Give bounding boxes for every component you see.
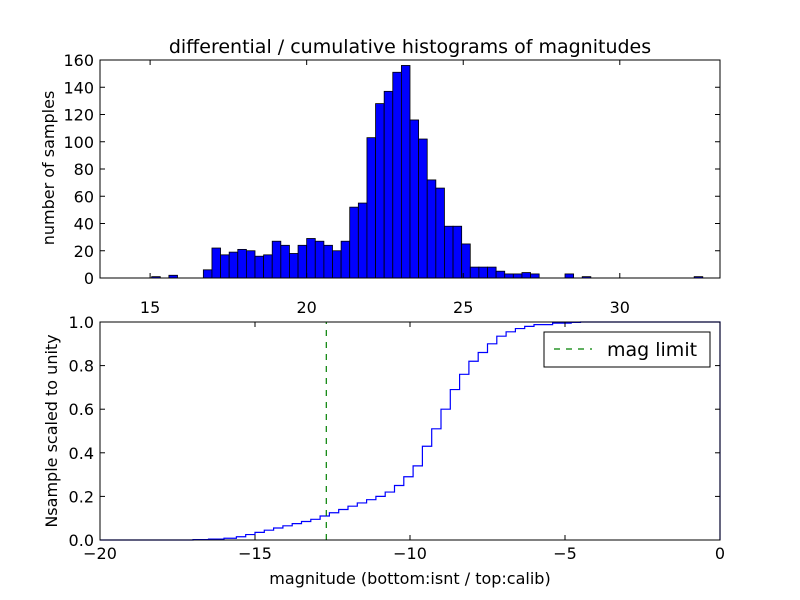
y-tick-label: 0 <box>84 269 94 288</box>
histogram-chart: differential / cumulative histograms of … <box>39 36 721 317</box>
y-tick-label: 40 <box>74 215 94 234</box>
histogram-bar <box>349 206 359 279</box>
bottom-x-ticks: −20 −15 −10 −5 0 <box>83 322 725 563</box>
x-tick-label: −5 <box>553 544 577 563</box>
histogram-bar <box>530 273 540 279</box>
y-tick-label: 0.8 <box>69 357 94 376</box>
legend: mag limit <box>543 331 711 368</box>
y-tick-label: 140 <box>63 78 94 97</box>
histogram-bar <box>237 248 247 279</box>
histogram-bar <box>228 251 239 279</box>
histogram-bar <box>521 272 531 279</box>
histogram-bar <box>426 179 437 279</box>
x-tick-label: 0 <box>715 544 725 563</box>
histogram-bar <box>202 269 213 279</box>
histogram-bar <box>314 240 325 279</box>
histogram-bar <box>245 250 256 279</box>
histogram-bar <box>409 119 420 279</box>
histogram-bar <box>366 137 376 279</box>
histogram-bar <box>469 266 480 279</box>
histogram-bar <box>444 225 454 279</box>
top-y-ticks: 0 20 40 60 80 100 120 140 160 <box>63 51 720 288</box>
bottom-y-axis-label: Nsample scaled to unity <box>42 334 61 527</box>
histogram-bar <box>400 65 411 279</box>
histogram-bar <box>478 266 488 279</box>
bottom-y-ticks: 0.0 0.2 0.4 0.6 0.8 1.0 <box>69 313 720 550</box>
x-tick-label: 15 <box>140 298 160 317</box>
histogram-bar <box>392 71 402 279</box>
cumulative-line <box>100 321 721 541</box>
y-tick-label: 1.0 <box>69 313 94 332</box>
x-tick-label: −10 <box>393 544 427 563</box>
histogram-bar <box>495 270 506 279</box>
top-y-axis-label: number of samples <box>39 91 58 246</box>
histogram-bar <box>487 266 497 279</box>
histogram-bar <box>418 138 428 279</box>
histogram-bar <box>512 273 523 279</box>
x-tick-label: −15 <box>238 544 272 563</box>
histogram-bar <box>306 238 316 279</box>
histogram-bar <box>564 273 575 279</box>
chart-title: differential / cumulative histograms of … <box>169 36 651 58</box>
histogram-bar <box>332 250 342 279</box>
histogram-bar <box>323 244 333 279</box>
y-tick-label: 0.2 <box>69 487 94 506</box>
histogram-bar <box>220 254 230 279</box>
histogram-bar <box>271 240 282 279</box>
top-x-ticks: 15 20 25 30 <box>140 60 630 317</box>
histogram-bar <box>289 253 299 279</box>
histogram-bar <box>254 255 265 279</box>
legend-label-mag-limit: mag limit <box>607 339 697 361</box>
histogram-bar <box>263 254 273 279</box>
histogram-bar <box>452 225 463 279</box>
histogram-bar <box>297 244 308 279</box>
histogram-bar <box>357 202 368 279</box>
y-tick-label: 0.6 <box>69 400 94 419</box>
histogram-bars <box>151 65 704 279</box>
x-tick-label: 30 <box>610 298 630 317</box>
x-tick-label: 25 <box>453 298 473 317</box>
histogram-bar <box>280 244 290 279</box>
histogram-bar <box>504 273 514 279</box>
y-tick-label: 0.4 <box>69 444 94 463</box>
histogram-bar <box>383 90 394 279</box>
y-tick-label: 60 <box>74 187 94 206</box>
y-tick-label: 20 <box>74 242 94 261</box>
y-tick-label: 160 <box>63 51 94 70</box>
cumulative-series <box>100 321 721 541</box>
histogram-bar <box>211 247 221 279</box>
x-tick-label: −20 <box>83 544 117 563</box>
x-tick-label: 20 <box>296 298 316 317</box>
y-tick-label: 100 <box>63 133 94 152</box>
bottom-x-axis-label: magnitude (bottom:isnt / top:calib) <box>269 569 550 588</box>
histogram-bar <box>461 243 471 279</box>
histogram-bar <box>340 240 351 279</box>
histogram-bar <box>435 187 445 279</box>
cumulative-chart: Nsample scaled to unity magnitude (botto… <box>42 313 725 588</box>
histogram-bar <box>375 103 385 279</box>
y-tick-label: 0.0 <box>69 531 94 550</box>
y-tick-label: 80 <box>74 160 94 179</box>
y-tick-label: 120 <box>63 106 94 125</box>
bottom-plot-frame <box>99 321 721 541</box>
top-plot-frame <box>99 59 721 279</box>
